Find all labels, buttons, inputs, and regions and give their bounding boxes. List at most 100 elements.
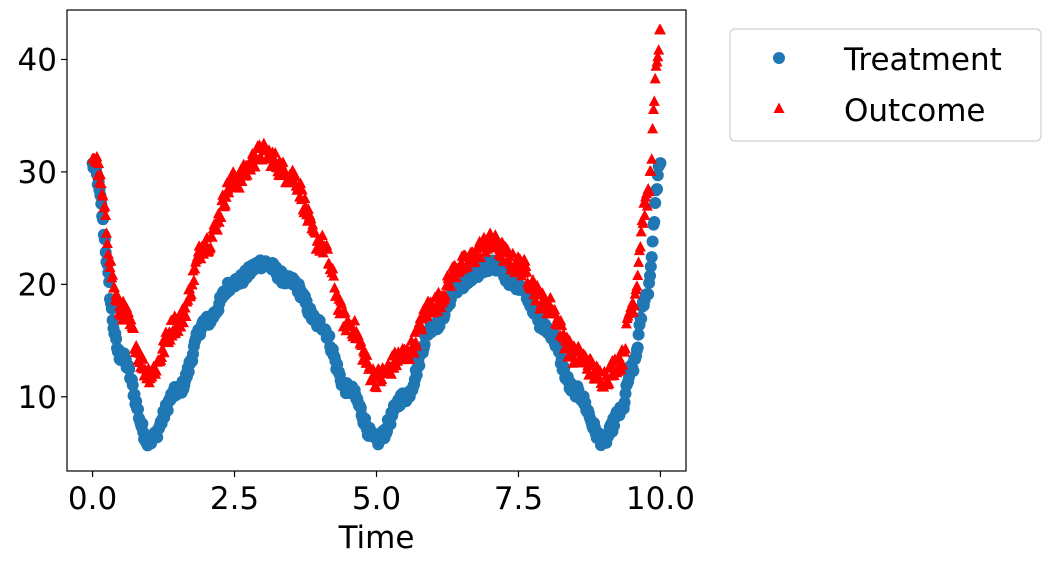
- outcome-point: [249, 161, 261, 172]
- outcome-point: [302, 203, 314, 214]
- outcome-point: [647, 122, 659, 134]
- outcome-point: [519, 255, 531, 266]
- outcome-point: [649, 72, 661, 84]
- outcome-point: [643, 185, 655, 197]
- outcome-point: [327, 262, 339, 274]
- outcome-point: [555, 314, 567, 326]
- outcome-series: [87, 23, 666, 393]
- outcome-point: [150, 365, 162, 376]
- outcome-point: [137, 353, 149, 364]
- treatment-point: [654, 157, 667, 170]
- legend-treatment-marker: [773, 52, 785, 64]
- treatment-point: [651, 183, 663, 196]
- outcome-point: [296, 184, 308, 195]
- outcome-point: [328, 270, 340, 281]
- outcome-point: [128, 322, 140, 333]
- outcome-point: [180, 310, 192, 321]
- outcome-point: [652, 50, 664, 62]
- outcome-point: [648, 95, 660, 106]
- outcome-point: [339, 306, 351, 317]
- outcome-point: [440, 290, 451, 301]
- plot-area-frame: [66, 9, 687, 472]
- outcome-point: [613, 352, 625, 363]
- y-axis-ticks: 10 20 30 40: [18, 42, 67, 416]
- outcome-point: [408, 347, 420, 358]
- outcome-point: [469, 256, 481, 267]
- outcome-point: [520, 260, 532, 271]
- outcome-point: [633, 256, 645, 267]
- outcome-point: [101, 237, 113, 248]
- treatment-point: [644, 260, 657, 273]
- outcome-point: [421, 310, 433, 322]
- treatment-point: [645, 251, 658, 264]
- outcome-point: [490, 233, 502, 244]
- treatment-point: [413, 359, 426, 372]
- outcome-point: [648, 103, 659, 114]
- outcome-point: [620, 342, 631, 354]
- treatment-point: [649, 197, 662, 209]
- outcome-point: [94, 168, 106, 180]
- legend-box: [729, 28, 1042, 142]
- outcome-point: [307, 218, 319, 230]
- y-tick-label: 40: [18, 42, 57, 78]
- outcome-point: [236, 175, 248, 186]
- outcome-point: [349, 314, 361, 326]
- outcome-point: [100, 209, 112, 220]
- outcome-point: [376, 373, 388, 384]
- outcome-point: [634, 241, 646, 252]
- treatment-point: [651, 169, 664, 182]
- treatment-point: [323, 329, 336, 342]
- treatment-point: [618, 396, 631, 409]
- y-tick-label: 20: [18, 267, 57, 303]
- treatment-point: [632, 328, 645, 341]
- legend-outcome-marker: [773, 102, 785, 113]
- treatment-point: [642, 288, 655, 301]
- outcome-point: [101, 227, 112, 238]
- outcome-point: [189, 263, 201, 274]
- outcome-point: [269, 147, 281, 158]
- treatment-point: [123, 363, 136, 376]
- outcome-point: [385, 368, 397, 379]
- outcome-point: [219, 199, 231, 210]
- outcome-point: [445, 280, 457, 291]
- outcome-point: [277, 156, 289, 167]
- outcome-point: [278, 163, 290, 174]
- outcome-point: [628, 299, 640, 310]
- outcome-point: [639, 209, 651, 220]
- outcome-point: [361, 349, 373, 360]
- outcome-point: [530, 294, 541, 306]
- outcome-point: [158, 346, 170, 358]
- treatment-point: [110, 333, 123, 345]
- x-tick-label: 7.5: [494, 481, 543, 517]
- outcome-point: [654, 23, 666, 35]
- treatment-point: [126, 379, 139, 392]
- outcome-point: [125, 313, 137, 325]
- x-tick-label: 2.5: [210, 481, 259, 517]
- outcome-point: [371, 381, 382, 393]
- outcome-point: [556, 319, 568, 331]
- outcome-point: [637, 217, 649, 228]
- treatment-point: [648, 216, 661, 228]
- outcome-point: [316, 229, 328, 240]
- outcome-point: [212, 224, 223, 235]
- outcome-point: [107, 269, 119, 280]
- outcome-point: [416, 323, 428, 335]
- outcome-point: [572, 340, 584, 352]
- outcome-point: [617, 359, 629, 370]
- outcome-point: [305, 212, 317, 224]
- outcome-point: [646, 153, 658, 164]
- outcome-point: [104, 261, 116, 272]
- treatment-point: [631, 341, 644, 354]
- outcome-point: [299, 192, 311, 204]
- outcome-point: [93, 157, 105, 169]
- outcome-point: [549, 303, 561, 315]
- outcome-point: [415, 319, 427, 331]
- outcome-point: [603, 377, 615, 388]
- x-tick-label: 10.0: [626, 481, 695, 517]
- outcome-point: [206, 231, 218, 242]
- outcome-point: [620, 317, 632, 329]
- treatment-point: [132, 403, 144, 416]
- y-tick-label: 10: [18, 380, 57, 416]
- outcome-point: [289, 170, 301, 182]
- outcome-point: [199, 237, 211, 248]
